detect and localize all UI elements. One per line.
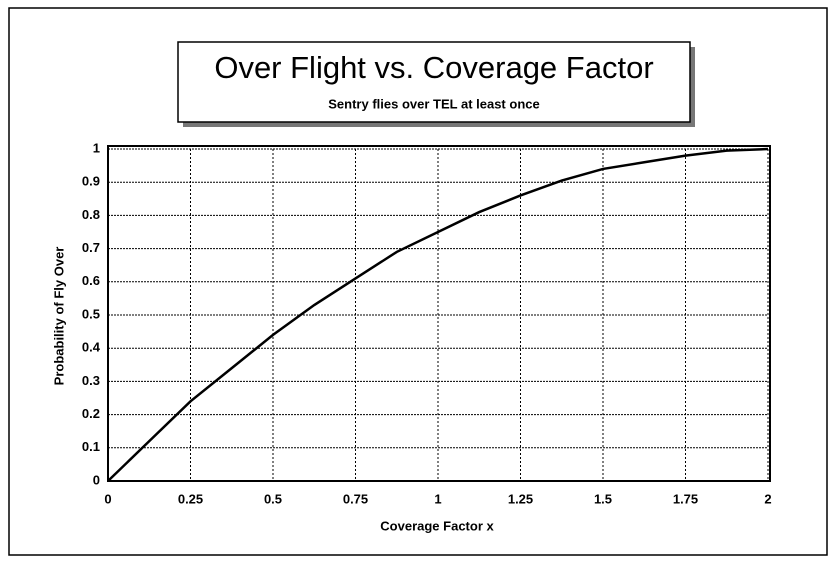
x-tick-label: 1: [434, 491, 441, 506]
y-tick-label: 0.8: [82, 207, 100, 222]
chart-title: Over Flight vs. Coverage Factor: [214, 50, 653, 85]
outer-frame: [8, 7, 828, 556]
y-axis-label: Probability of Fly Over: [51, 247, 66, 386]
y-tick-label: 0.3: [82, 373, 100, 388]
y-tick-label: 1: [93, 140, 100, 155]
x-tick-label: 0.5: [264, 491, 282, 506]
x-tick-label: 0.75: [343, 491, 368, 506]
x-tick-label: 0: [104, 491, 111, 506]
x-tick-label: 1.25: [508, 491, 533, 506]
chart-subtitle: Sentry flies over TEL at least once: [328, 96, 539, 111]
y-tick-label: 0.5: [82, 306, 100, 321]
y-tick-label: 0.9: [82, 174, 100, 189]
x-tick-label: 1.5: [594, 491, 612, 506]
x-tick-label: 2: [764, 491, 771, 506]
y-tick-label: 0.1: [82, 439, 100, 454]
y-tick-label: 0.7: [82, 240, 100, 255]
y-tick-label: 0.2: [82, 406, 100, 421]
x-tick-label: 1.75: [673, 491, 698, 506]
plot-frame: [107, 145, 771, 482]
x-tick-label: 0.25: [178, 491, 203, 506]
title-box: [177, 41, 691, 123]
x-axis-label: Coverage Factor x: [380, 518, 494, 533]
y-tick-label: 0: [93, 472, 100, 487]
y-tick-label: 0.6: [82, 273, 100, 288]
data-line: [107, 147, 769, 482]
y-tick-label: 0.4: [82, 340, 101, 355]
